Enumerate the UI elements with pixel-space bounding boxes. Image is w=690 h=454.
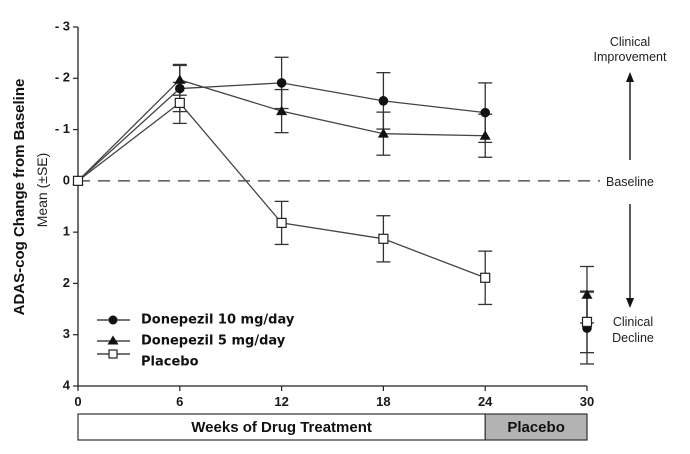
data-point-square [378, 233, 389, 244]
data-point-circle [175, 83, 185, 94]
data-point-triangle [479, 130, 491, 140]
data-point-square [276, 217, 287, 229]
y-axis-label: ADAS-cog Change from Baseline [11, 79, 28, 316]
data-point-circle [378, 96, 389, 106]
annotation-improvement-line1: Clinical [610, 35, 650, 49]
legend-item-donepezil-10: Donepezil 10 mg/day [97, 313, 295, 328]
baseline-label: Baseline [606, 175, 654, 189]
filled-circle-marker-icon [108, 315, 118, 325]
data-point-triangle [377, 128, 389, 138]
annotation-decline-line1: Clinical [613, 315, 653, 329]
data-point-square [480, 272, 491, 283]
y-axis-sublabel: Mean (±SE) [34, 153, 50, 228]
y-tick-label: 3 [63, 326, 70, 341]
period-band-label: Placebo [507, 419, 565, 436]
data-point-square [72, 175, 84, 186]
x-tick-label: 18 [376, 394, 390, 409]
period-bands: Weeks of Drug Treatment Placebo [77, 413, 588, 441]
legend-item-placebo: Placebo [97, 349, 199, 370]
data-point-circle [276, 78, 287, 88]
x-tick-label: 12 [274, 394, 288, 409]
data-point-circle [480, 107, 491, 118]
decline-arrow-icon [626, 298, 634, 308]
x-tick-labels: 0 6 12 18 24 30 [74, 394, 594, 409]
y-tick-label: - 3 [55, 18, 70, 33]
filled-triangle-marker-icon [107, 335, 119, 345]
y-tick-label: - 1 [55, 121, 70, 136]
x-tick-label: 0 [74, 394, 81, 409]
improvement-arrow-icon [626, 72, 634, 82]
y-tick-labels: - 3 - 2 - 1 0 1 2 3 4 [55, 18, 71, 392]
x-tick-label: 24 [478, 394, 493, 409]
legend-label: Donepezil 5 mg/day [141, 334, 286, 349]
y-tick-label: 4 [63, 377, 71, 392]
y-tick-label: 0 [63, 172, 70, 187]
series-layer [72, 56, 594, 365]
x-tick-label: 6 [176, 394, 183, 409]
x-tick-label: 30 [580, 394, 594, 409]
data-point-triangle [174, 74, 186, 84]
period-band [484, 413, 588, 441]
data-point-triangle [276, 105, 288, 116]
data-point-triangle [581, 289, 593, 299]
legend-item-donepezil-5: Donepezil 5 mg/day [97, 334, 286, 349]
period-band-label: Weeks of Drug Treatment [191, 419, 372, 436]
open-square-marker-icon [108, 349, 118, 359]
annotation-improvement-line2: Improvement [594, 50, 667, 64]
y-tick-label: 1 [63, 224, 70, 239]
y-tick-label: 2 [63, 275, 70, 290]
data-point-square [174, 97, 185, 109]
data-point-square [581, 316, 593, 327]
legend-label: Donepezil 10 mg/day [141, 313, 295, 328]
legend-label: Placebo [141, 355, 199, 370]
period-band [77, 413, 486, 441]
legend: Donepezil 10 mg/day Donepezil 5 mg/day P… [97, 313, 295, 370]
annotation-decline-line2: Decline [612, 331, 654, 345]
y-tick-label: - 2 [55, 70, 70, 85]
